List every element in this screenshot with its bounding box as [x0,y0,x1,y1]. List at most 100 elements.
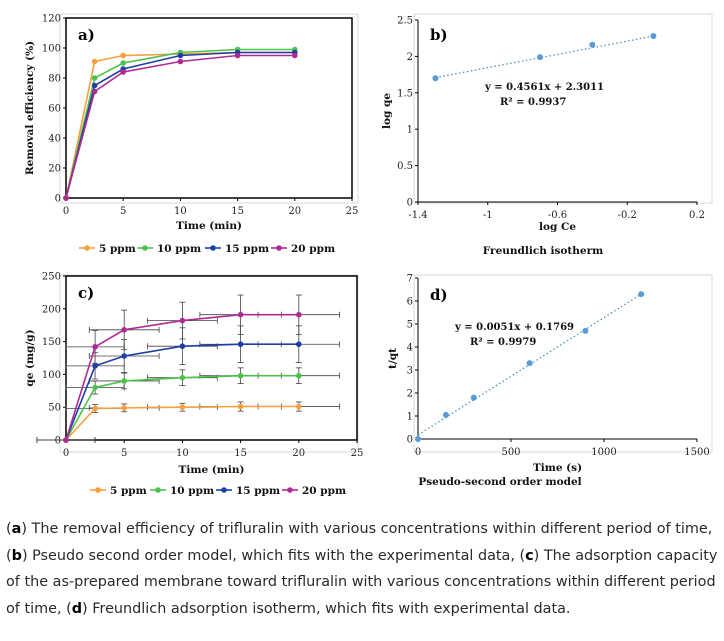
panel-b-ytick-label: 2 [407,52,413,63]
data-point [296,311,302,318]
data-point [121,326,127,333]
legend-swatch-marker [287,487,293,493]
panel-a-x-axis-title: Time (min) [176,220,242,232]
data-point [91,75,98,81]
panel-b-equation: y = 0.4561x + 2.3011 [484,82,604,93]
caption-panel-ref: a [11,521,22,537]
data-point [470,394,477,401]
panel-b-ytick-label: 1.5 [397,88,413,99]
panel-d-xtick-label: 1500 [684,447,709,458]
data-point [179,317,186,324]
panel-a-plot-box [65,17,353,199]
panel-d-ytick-label: 2 [407,389,413,400]
data-point [237,341,244,348]
legend-swatch-marker [95,487,101,493]
series-line [65,374,299,441]
data-point [92,405,98,412]
panel-c-xtick-label: 25 [351,448,364,459]
panel-a-ytick-label: 80 [48,74,61,85]
panel-b-y-axis-title: log qe [381,93,393,129]
panel-b-xtick-label: -0.2 [618,210,637,221]
panel-c-ytick-label: 50 [48,403,61,414]
panel-d-ytick-label: 3 [407,366,413,377]
caption-text: ( [6,521,12,537]
data-point [442,411,449,418]
panel-a-xtick-label: 15 [231,206,244,217]
panel-d-ytick-label: 7 [407,274,413,285]
data-point [296,403,302,410]
panel-d-ytick-label: 4 [407,343,413,354]
data-point [237,311,244,318]
panel-b-ytick-label: 1 [407,125,413,136]
data-point [92,344,98,350]
data-point [179,404,186,411]
data-point [650,33,657,40]
series-15-ppm [63,49,298,201]
panel-a-ytick-label: 0 [55,194,61,205]
legend-swatch-marker [84,245,90,251]
panel-c-legend: 5 ppm 10 ppm 15 ppm 20 ppm [90,485,346,497]
panel-d-border [413,274,713,453]
panel-d-subtitle: Pseudo-second order model [418,476,581,488]
panel-d-ytick-label: 5 [407,320,413,331]
caption-text: ) The removal efficiency of trifluralin … [6,521,713,564]
caption-text: ) Freundlich adsorption isotherm, which … [82,600,571,617]
panel-a-y-axis-title: Removal efficiency (%) [24,41,36,175]
data-point [91,58,98,65]
panel-c-xtick-label: 5 [121,448,127,459]
panel-a-ytick-label: 60 [48,104,61,115]
trendline [435,35,654,79]
caption-panel-ref: b [11,547,22,564]
series-line [65,48,295,199]
data-point [120,69,126,75]
panel-b-border [413,13,713,204]
series-10-ppm [36,367,340,443]
data-point [121,378,127,384]
series-line [65,51,295,199]
panel-d-xtick-label: 500 [501,447,520,458]
panel-d-letter: d) [430,286,448,304]
data-point [237,372,244,379]
panel-a-ytick-label: 20 [48,164,61,175]
panel-d-y-axis-title: t/qt [387,348,399,369]
series-5-ppm [36,401,340,443]
legend-label: 10 ppm [170,485,214,497]
panel-b-axes: 0 0.5 1 1.5 2 2.5 -1.4 -1 -0.6 -0.2 0.2 log Ce log q… [381,16,705,234]
panel-a-letter: a) [78,26,95,44]
panel-d-fit: y = 0.0051x + 0.1769 R² = 0.9979 Pseudo-se… [415,291,645,488]
panel-a-ytick-label: 120 [42,14,61,25]
data-point [638,291,645,298]
data-point [63,437,69,443]
panel-a-xtick-label: 20 [288,206,301,217]
panel-a-legend: 5 ppm 10 ppm 15 ppm 20 ppm [79,243,335,255]
data-point [91,82,98,89]
panel-c-plot-box [65,275,358,441]
panel-b-ytick-label: 0.5 [397,161,413,172]
panel-b-xtick-label: 0.2 [689,210,705,221]
panel-c-ytick-label: 100 [42,370,61,381]
data-point [63,195,69,201]
data-point [179,374,186,381]
caption-text: ) Pseudo second order model, which fits … [21,547,526,564]
data-point [296,341,302,348]
legend-swatch-marker [210,245,216,251]
series-20-ppm [36,294,340,443]
series-10-ppm [63,46,298,201]
panel-a-xtick-label: 25 [346,206,359,217]
panel-c-y-axis-title: qe (mg/g) [24,329,36,386]
panel-d-equation: y = 0.0051x + 0.1769 [454,322,574,333]
legend-swatch-marker [142,245,148,251]
panel-b-letter: b) [430,26,448,44]
panel-a-ytick-label: 100 [42,44,61,55]
panel-d-x-axis-title: Time (s) [533,462,582,474]
legend-label: 15 ppm [236,485,280,497]
panel-b-xtick-label: -1 [483,210,493,221]
data-point [121,405,127,411]
panel-c-xtick-label: 20 [292,448,305,459]
data-point [296,372,302,379]
panel-d-ytick-label: 1 [407,412,413,423]
data-point [92,384,98,391]
data-point [237,403,244,410]
panel-d-xtick-label: 0 [415,447,421,458]
